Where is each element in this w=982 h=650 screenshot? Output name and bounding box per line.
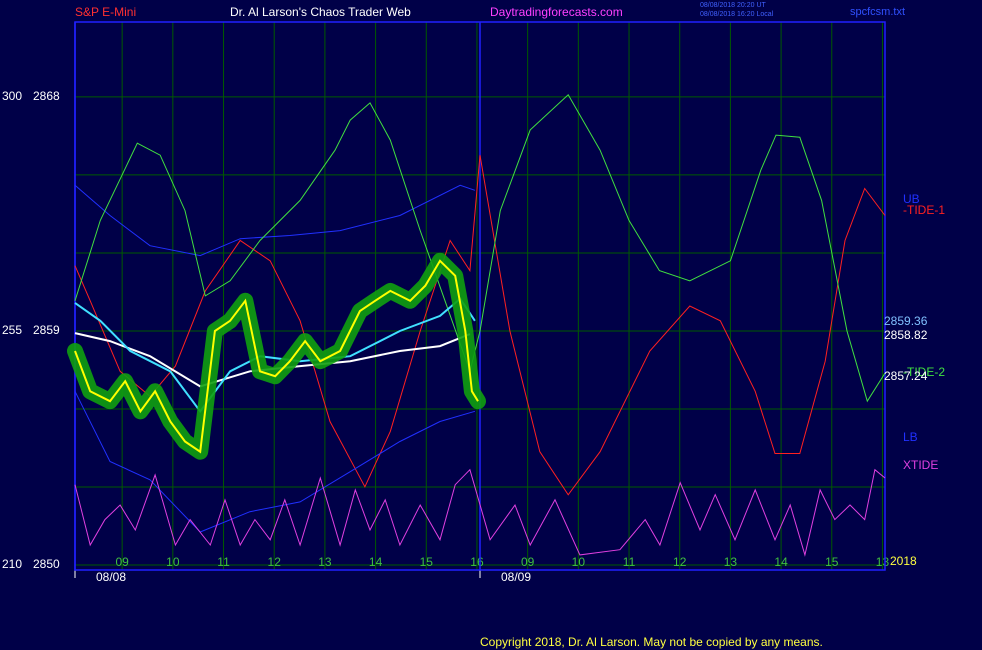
x-tick-label: 14 [774,555,788,569]
x-tick-label: 15 [825,555,839,569]
x-tick-label: 12 [673,555,687,569]
timestamp: 08/08/2018 20:20 UT [700,2,766,9]
y2-tick-label: 210 [2,557,22,571]
x-tick-label: 13 [876,555,890,569]
x-tick-label: 13 [724,555,738,569]
x-tick-label: 11 [623,555,636,569]
x-tick-label: 09 [521,555,535,569]
y-tick-label: 2868 [33,89,60,103]
copyright: Copyright 2018, Dr. Al Larson. May not b… [480,635,823,649]
y2-tick-label: 300 [2,89,22,103]
last-value-label: 2858.82 [884,328,928,342]
symbol: S&P E-Mini [75,5,136,19]
file-name: spcfcsm.txt [850,6,905,18]
x-tick-label: 12 [268,555,282,569]
x-tick-label: 15 [420,555,434,569]
legend-entry: -TIDE-2 [903,365,945,379]
x-tick-label: 11 [217,555,230,569]
y2-tick-label: 255 [2,323,22,337]
last-value-label: 2859.36 [884,314,928,328]
x-tick-label: 10 [572,555,586,569]
x-tick-label: 09 [115,555,129,569]
plot-frame [74,21,886,571]
chart-title: Dr. Al Larson's Chaos Trader Web [230,5,411,19]
x-tick-label: 13 [318,555,332,569]
legend-entry: LB [903,430,918,444]
year: 2018 [890,554,917,568]
legend-entry: UB [903,192,920,206]
y-tick-label: 2850 [33,557,60,571]
date-label: 08/09 [501,570,531,584]
series-line [74,468,886,557]
series-line [74,184,476,257]
timestamp: 08/08/2018 16:20 Local [700,11,774,18]
x-tick-label: 10 [166,555,180,569]
series-line [74,155,886,496]
x-tick-label: 16 [470,555,484,569]
x-tick-label: 14 [369,555,383,569]
series-line [74,391,476,533]
site: Daytradingforecasts.com [490,5,623,19]
legend-entry: XTIDE [903,458,938,472]
date-label: 08/08 [96,570,126,584]
last-value-label: 2857.24 [884,369,928,383]
series-line [74,259,479,454]
legend-entry: -TIDE-1 [903,203,945,217]
y-tick-label: 2859 [33,323,60,337]
